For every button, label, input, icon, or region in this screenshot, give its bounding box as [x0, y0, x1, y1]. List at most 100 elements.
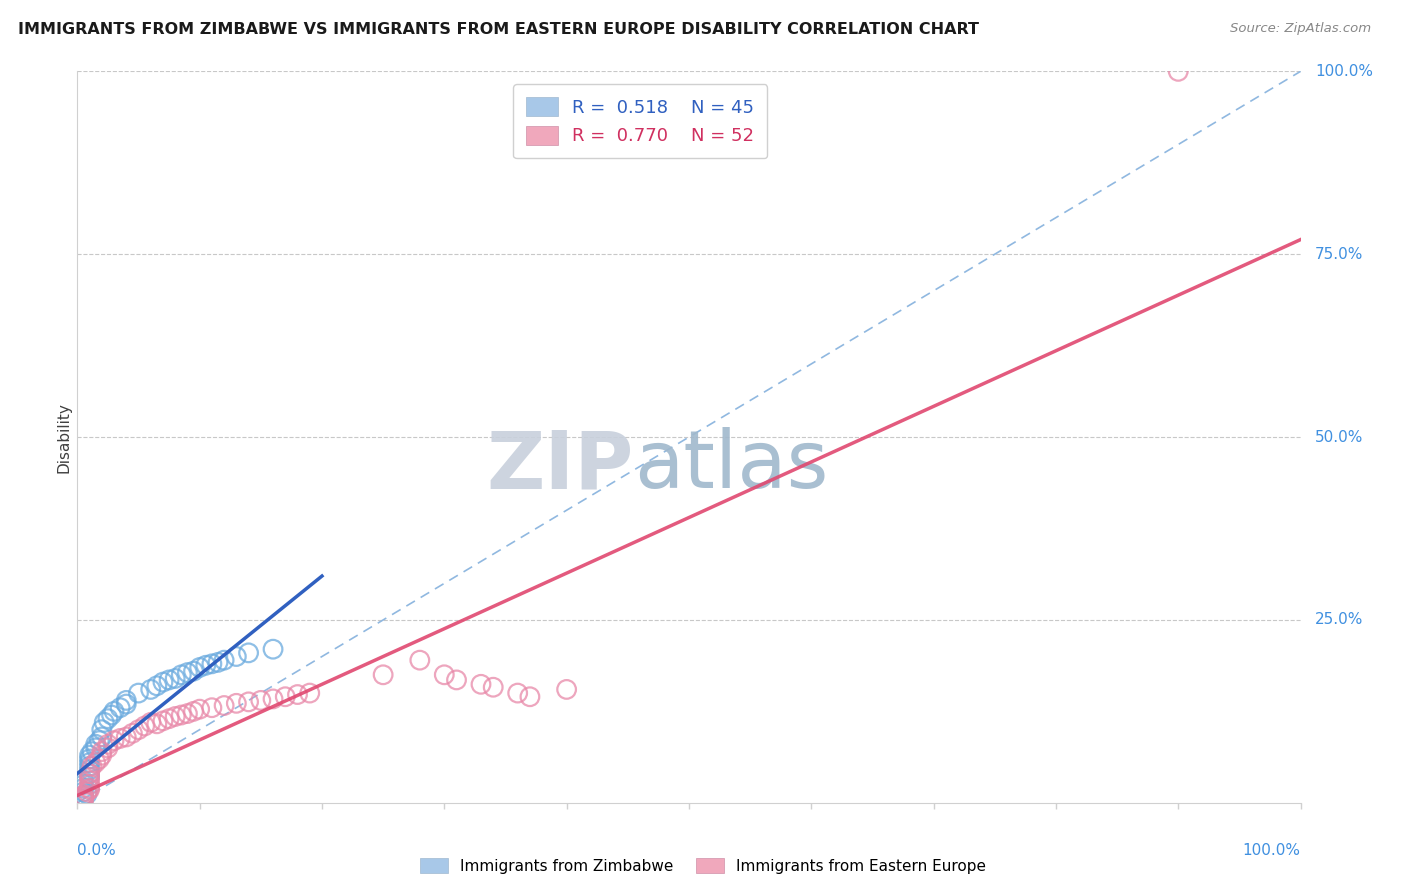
Point — [79, 748, 101, 763]
Point — [76, 785, 98, 799]
Point — [519, 690, 541, 704]
Point — [89, 733, 111, 747]
Point — [157, 712, 180, 726]
Point — [287, 688, 309, 702]
Point — [482, 680, 505, 694]
Point — [100, 708, 122, 723]
Point — [262, 692, 284, 706]
Point — [152, 675, 174, 690]
Point — [80, 759, 103, 773]
Point — [103, 733, 125, 747]
Point — [371, 667, 394, 681]
Point — [72, 773, 94, 788]
Point — [157, 673, 180, 687]
Point — [262, 642, 284, 657]
Point — [555, 682, 578, 697]
Point — [79, 759, 101, 773]
Point — [165, 672, 187, 686]
Point — [90, 745, 112, 759]
Point — [79, 777, 101, 792]
Point — [79, 770, 101, 784]
Point — [176, 706, 198, 721]
Point — [194, 658, 217, 673]
Point — [115, 730, 138, 744]
Point — [72, 777, 94, 792]
Point — [79, 781, 101, 796]
Point — [84, 756, 107, 770]
Point — [79, 773, 101, 788]
Text: 100.0%: 100.0% — [1243, 843, 1301, 858]
Point — [79, 766, 101, 780]
Point — [72, 785, 94, 799]
Text: 100.0%: 100.0% — [1315, 64, 1374, 78]
Point — [201, 700, 224, 714]
Point — [72, 794, 94, 808]
Point — [433, 667, 456, 681]
Y-axis label: Disability: Disability — [56, 401, 72, 473]
Point — [72, 789, 94, 803]
Point — [72, 789, 94, 804]
Text: ZIP: ZIP — [486, 427, 634, 506]
Text: IMMIGRANTS FROM ZIMBABWE VS IMMIGRANTS FROM EASTERN EUROPE DISABILITY CORRELATIO: IMMIGRANTS FROM ZIMBABWE VS IMMIGRANTS F… — [18, 22, 979, 37]
Point — [97, 740, 120, 755]
Point — [72, 789, 94, 804]
Point — [212, 698, 235, 713]
Point — [97, 712, 120, 726]
Point — [80, 745, 103, 759]
Point — [72, 789, 94, 803]
Point — [97, 737, 120, 751]
Point — [170, 667, 193, 681]
Point — [146, 716, 169, 731]
Point — [165, 709, 187, 723]
Point — [72, 792, 94, 806]
Point — [183, 705, 205, 719]
Point — [152, 714, 174, 728]
Point — [127, 723, 149, 737]
Point — [84, 740, 107, 755]
Point — [84, 737, 107, 751]
Point — [188, 702, 211, 716]
Point — [139, 715, 162, 730]
Point — [298, 686, 321, 700]
Point — [90, 748, 112, 763]
Point — [79, 756, 101, 770]
Point — [238, 646, 260, 660]
Point — [79, 766, 101, 780]
Point — [212, 653, 235, 667]
Legend: R =  0.518    N = 45, R =  0.770    N = 52: R = 0.518 N = 45, R = 0.770 N = 52 — [513, 84, 768, 158]
Point — [103, 705, 125, 719]
Point — [127, 686, 149, 700]
Point — [108, 700, 131, 714]
Point — [201, 657, 224, 671]
Point — [470, 677, 492, 691]
Point — [225, 696, 247, 710]
Point — [108, 731, 131, 746]
Point — [146, 679, 169, 693]
Point — [274, 690, 297, 704]
Point — [207, 656, 229, 670]
Point — [79, 770, 101, 784]
Point — [72, 792, 94, 806]
Point — [72, 781, 94, 796]
Text: atlas: atlas — [634, 427, 828, 506]
Text: 25.0%: 25.0% — [1315, 613, 1364, 627]
Point — [250, 693, 273, 707]
Point — [134, 719, 156, 733]
Text: 0.0%: 0.0% — [77, 843, 117, 858]
Point — [115, 693, 138, 707]
Point — [115, 697, 138, 711]
Point — [409, 653, 432, 667]
Point — [170, 708, 193, 723]
Legend: Immigrants from Zimbabwe, Immigrants from Eastern Europe: Immigrants from Zimbabwe, Immigrants fro… — [413, 852, 993, 880]
Point — [139, 682, 162, 697]
Point — [183, 664, 205, 678]
Point — [176, 665, 198, 680]
Point — [79, 763, 101, 777]
Point — [506, 686, 529, 700]
Point — [93, 715, 115, 730]
Point — [188, 660, 211, 674]
Point — [90, 723, 112, 737]
Point — [79, 782, 101, 797]
Point — [121, 726, 143, 740]
Text: Source: ZipAtlas.com: Source: ZipAtlas.com — [1230, 22, 1371, 36]
